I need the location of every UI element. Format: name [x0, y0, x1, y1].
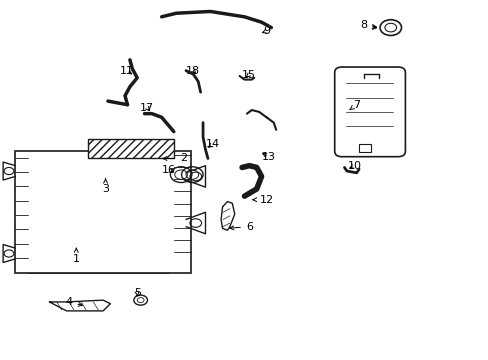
Text: 10: 10 — [347, 161, 361, 171]
Text: 2: 2 — [163, 153, 187, 163]
Text: 1: 1 — [73, 248, 80, 264]
Text: 17: 17 — [140, 103, 154, 113]
Text: 5: 5 — [133, 288, 141, 298]
Text: 18: 18 — [186, 66, 200, 76]
Text: 6: 6 — [229, 222, 252, 231]
Text: 7: 7 — [349, 100, 360, 110]
Text: 11: 11 — [119, 66, 133, 76]
FancyBboxPatch shape — [334, 67, 405, 157]
Text: 15: 15 — [241, 70, 255, 80]
Text: 4: 4 — [65, 297, 82, 307]
Bar — [358, 144, 370, 152]
Bar — [15, 151, 190, 273]
Bar — [88, 139, 173, 158]
Text: 16: 16 — [162, 165, 176, 175]
Text: 12: 12 — [252, 195, 273, 205]
Bar — [27, 151, 168, 273]
Text: 8: 8 — [360, 20, 375, 30]
Text: 3: 3 — [102, 179, 109, 194]
Text: 14: 14 — [205, 139, 220, 149]
Text: 9: 9 — [262, 26, 269, 36]
Text: 13: 13 — [262, 152, 275, 162]
